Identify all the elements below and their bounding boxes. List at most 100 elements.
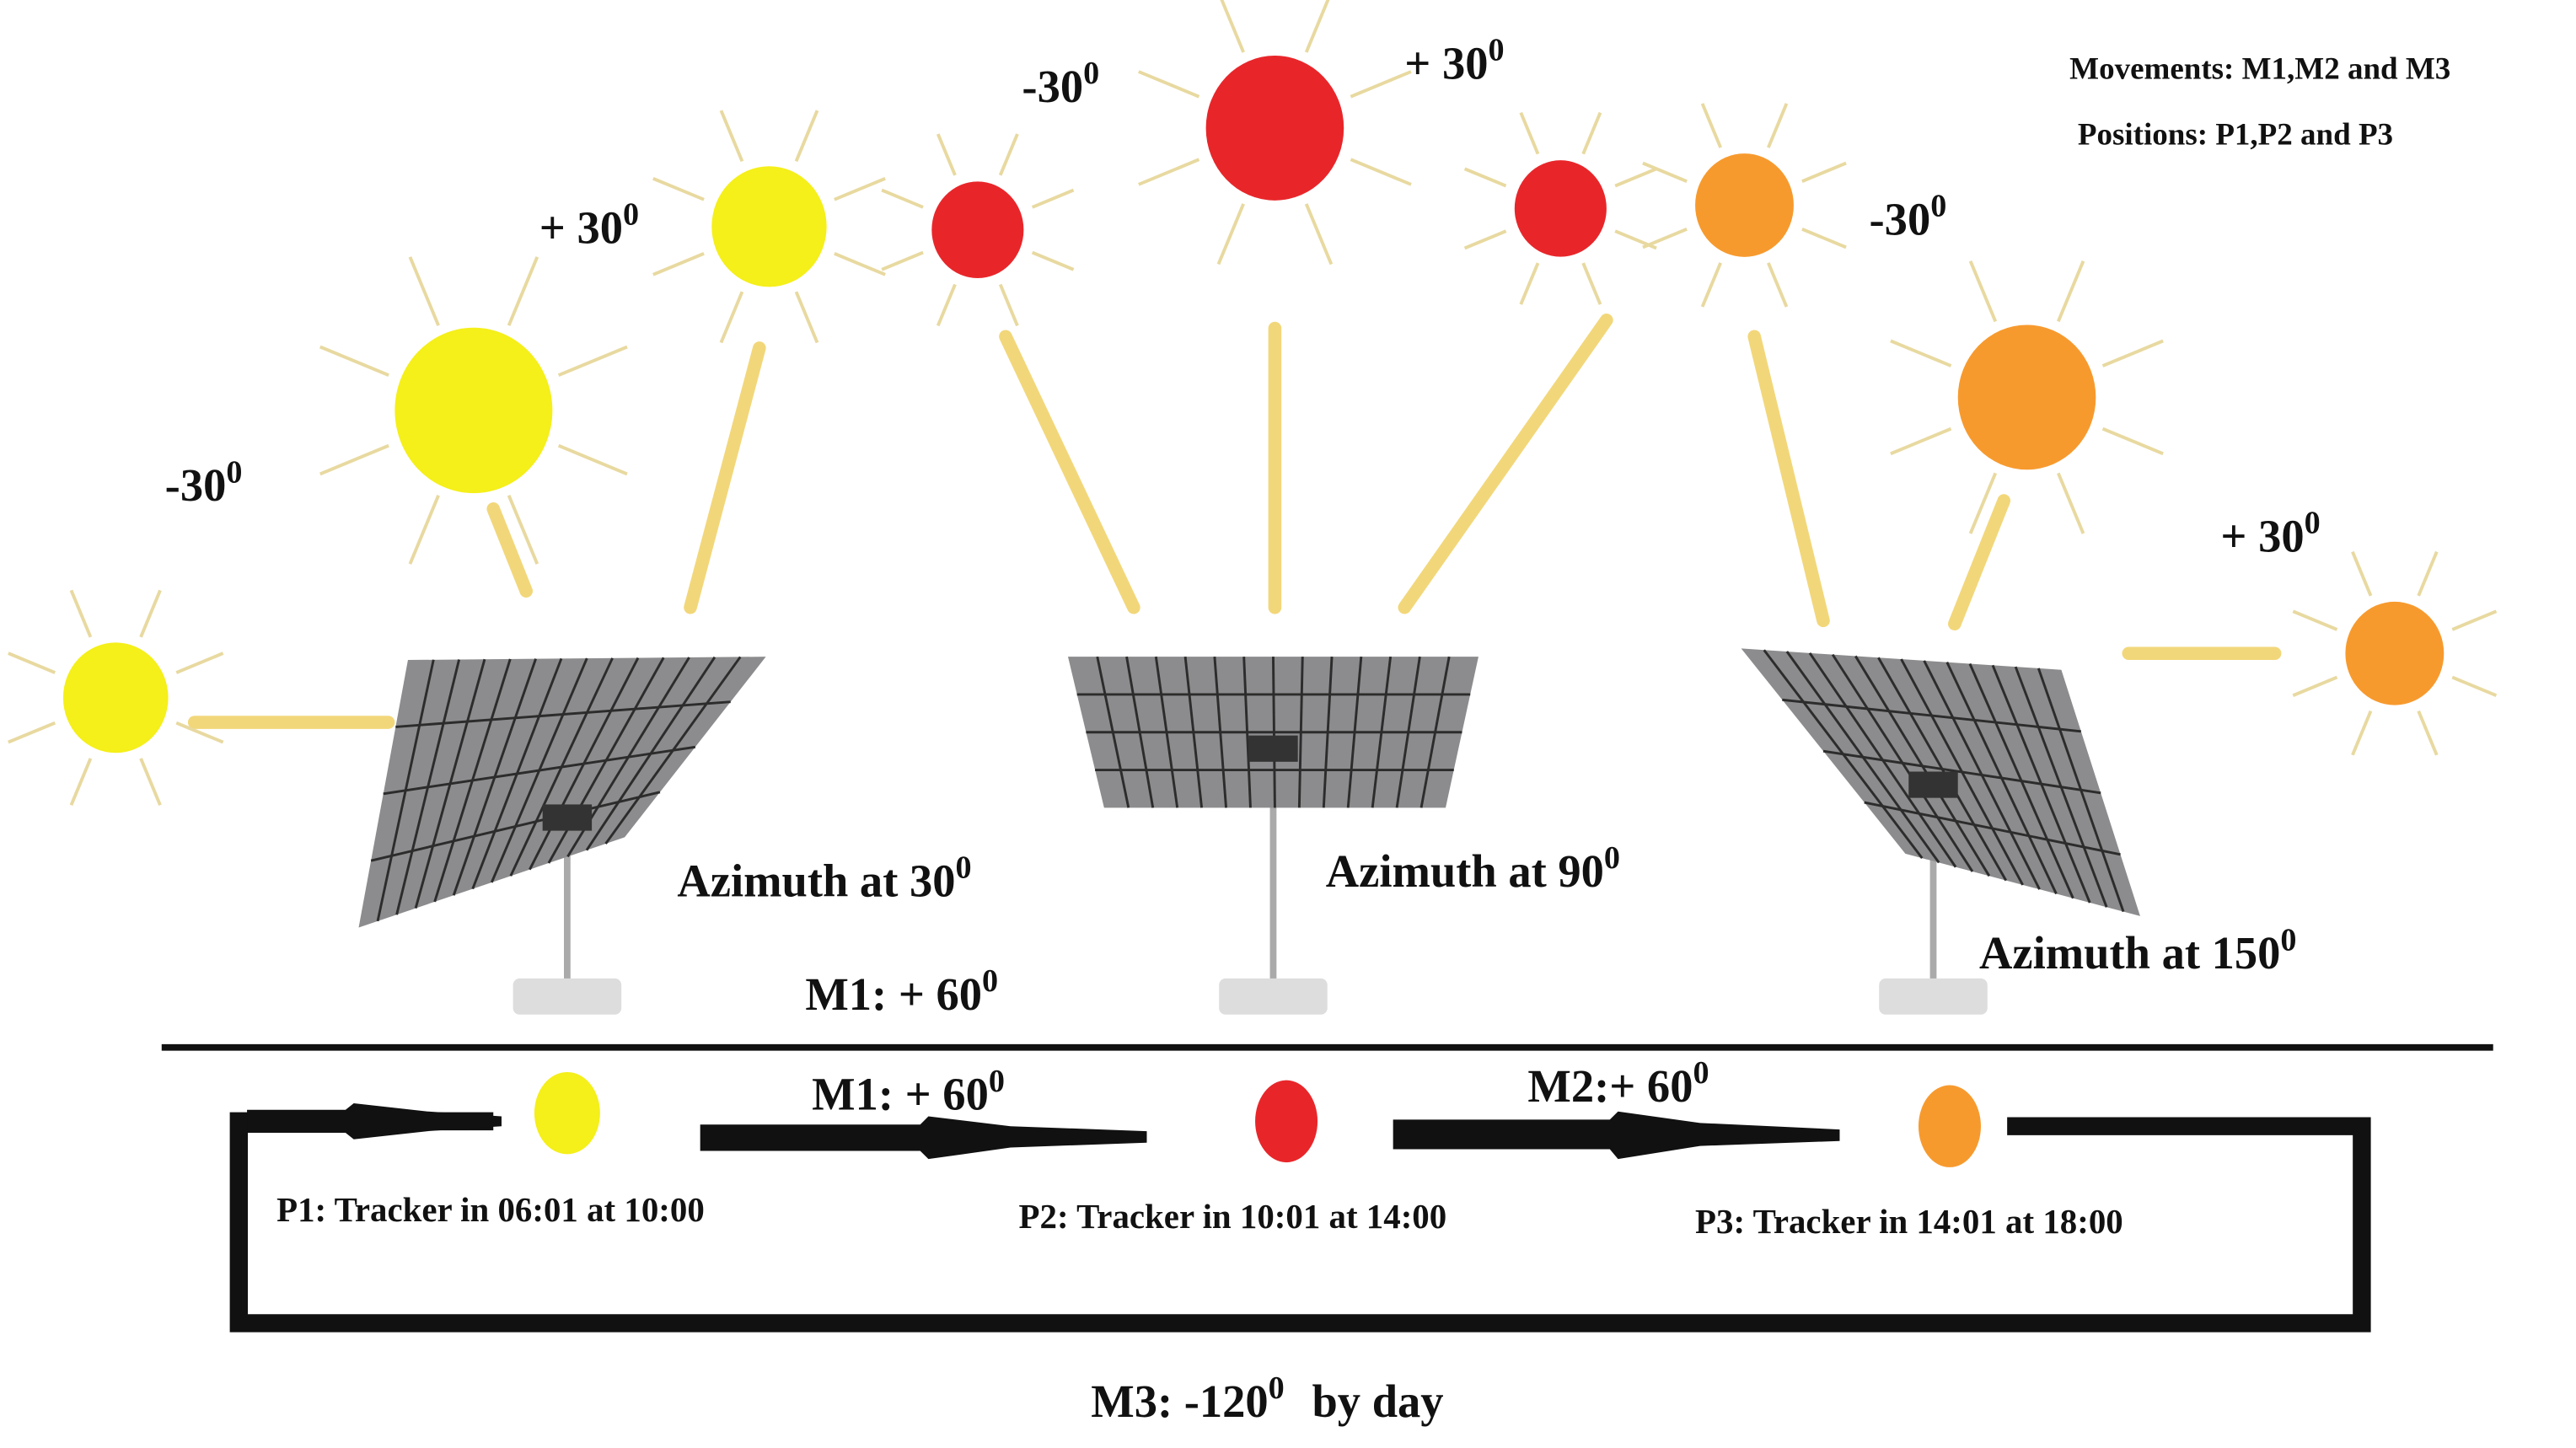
sun-ray bbox=[2417, 710, 2439, 756]
label-text: by day bbox=[1312, 1376, 1443, 1427]
sun-ray bbox=[1700, 103, 1722, 148]
sun-ray bbox=[1138, 70, 1200, 99]
sun-ray bbox=[834, 176, 886, 201]
position-dot bbox=[534, 1071, 600, 1155]
sun-disc bbox=[1695, 153, 1794, 257]
label-superscript: 0 bbox=[982, 963, 998, 999]
sun-disc bbox=[394, 327, 553, 494]
sun-ray bbox=[319, 443, 389, 476]
suns bbox=[8, 0, 2498, 806]
sun-disc bbox=[1514, 160, 1607, 257]
sun-ray bbox=[719, 110, 744, 163]
sun-ray bbox=[1890, 426, 1952, 456]
arrow bbox=[700, 1116, 1147, 1160]
sun-ray bbox=[2057, 260, 2085, 323]
sun-ray bbox=[1614, 167, 1657, 188]
panel-cell-line bbox=[1864, 801, 2121, 856]
movement-label: M2:+ 600 bbox=[1527, 1055, 1709, 1112]
azimuth-label: Azimuth at 900 bbox=[1326, 840, 1620, 897]
label-superscript: 0 bbox=[2305, 506, 2321, 541]
sun-ray bbox=[2451, 609, 2498, 631]
sun-ray bbox=[1968, 472, 1998, 534]
labels: Movements: M1,M2 and M3 Positions: P1,P2… bbox=[165, 33, 2451, 1427]
sun bbox=[1642, 103, 1847, 308]
sun-ray bbox=[1031, 250, 1075, 271]
sun-ray bbox=[998, 133, 1019, 176]
sun-ray bbox=[936, 133, 957, 176]
label-superscript: 0 bbox=[1489, 33, 1505, 68]
sun-ray bbox=[408, 494, 440, 565]
position-dot bbox=[1918, 1085, 1981, 1167]
sun-ray bbox=[408, 256, 440, 326]
sun-ray bbox=[1463, 229, 1507, 250]
angle-label: + 300 bbox=[539, 196, 639, 253]
sun bbox=[652, 110, 886, 344]
label-superscript: 0 bbox=[1693, 1055, 1709, 1091]
sun-beam bbox=[486, 502, 533, 598]
sun-ray bbox=[881, 250, 924, 271]
tracker-base bbox=[513, 978, 622, 1015]
sun bbox=[1890, 260, 2164, 534]
sun-ray bbox=[1700, 262, 1722, 308]
label-superscript: 0 bbox=[2280, 922, 2296, 957]
label-text: M3: -120 bbox=[1091, 1376, 1268, 1427]
sun-ray bbox=[1642, 161, 1688, 183]
sun bbox=[319, 256, 628, 565]
label-text: Azimuth at 150 bbox=[1979, 927, 2280, 979]
label-text: -30 bbox=[1870, 194, 1931, 245]
angle-label: -300 bbox=[1870, 189, 1947, 245]
sun-ray bbox=[652, 252, 705, 276]
sun bbox=[881, 133, 1075, 327]
sun-ray bbox=[2451, 675, 2498, 697]
sun-ray bbox=[1519, 262, 1540, 305]
sun-ray bbox=[175, 652, 224, 674]
sun-ray bbox=[2417, 550, 2439, 597]
label-superscript: 0 bbox=[623, 196, 639, 232]
label-text: + 30 bbox=[2220, 510, 2304, 561]
label-superscript: 0 bbox=[226, 454, 242, 490]
sun-ray bbox=[794, 110, 819, 163]
sun-ray bbox=[2292, 609, 2338, 631]
sun-disc bbox=[2345, 601, 2445, 705]
panel-mount bbox=[1908, 771, 1958, 798]
sun-ray bbox=[1304, 203, 1334, 265]
sun-beam bbox=[684, 341, 766, 614]
sun-ray bbox=[936, 283, 957, 327]
sun-ray bbox=[1138, 158, 1200, 186]
position-label: P1: Tracker in 06:01 at 10:00 bbox=[276, 1191, 705, 1229]
sun bbox=[2292, 550, 2498, 756]
sun bbox=[1138, 0, 1412, 265]
label-text: + 30 bbox=[539, 201, 623, 253]
sun-ray bbox=[719, 291, 744, 344]
label-text: M1: + 60 bbox=[812, 1069, 989, 1120]
sun-ray bbox=[2101, 426, 2164, 456]
tracker-base bbox=[1219, 978, 1328, 1015]
sun-ray bbox=[507, 256, 539, 326]
sun-ray bbox=[319, 345, 389, 378]
sun-beam bbox=[1747, 330, 1830, 628]
sun-ray bbox=[1801, 161, 1847, 183]
label-text: -30 bbox=[1022, 61, 1083, 112]
movement-label: M3: -1200 by day bbox=[1091, 1370, 1443, 1427]
sun-disc bbox=[711, 166, 827, 287]
label-text: -30 bbox=[165, 459, 227, 511]
sun-ray bbox=[1350, 158, 1412, 186]
label-text: M1: + 60 bbox=[805, 968, 982, 1020]
sun-ray bbox=[1463, 167, 1507, 188]
sun-ray bbox=[652, 176, 705, 201]
sun-ray bbox=[2351, 710, 2373, 756]
sun-disc bbox=[62, 642, 169, 753]
angle-label: + 300 bbox=[1404, 33, 1504, 89]
trackers bbox=[358, 648, 2140, 1015]
sun-disc bbox=[931, 181, 1024, 278]
sun-ray bbox=[507, 494, 539, 565]
angle-label: -300 bbox=[165, 454, 243, 511]
sun-beam bbox=[999, 330, 1140, 614]
panel-cell-line bbox=[383, 745, 696, 796]
label-text: + 30 bbox=[1404, 37, 1488, 88]
legend-positions: Positions: P1,P2 and P3 bbox=[2078, 117, 2393, 152]
panel-cell-line bbox=[370, 791, 661, 862]
sun-ray bbox=[1304, 0, 1330, 53]
label-text: Azimuth at 30 bbox=[677, 855, 955, 907]
